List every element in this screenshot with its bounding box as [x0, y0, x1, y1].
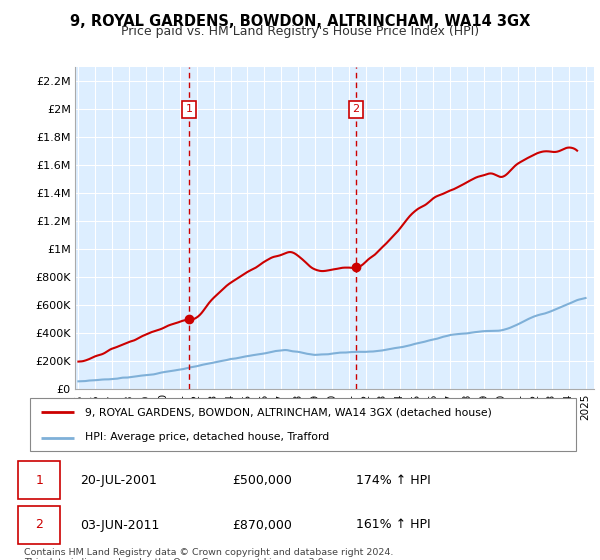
Text: 03-JUN-2011: 03-JUN-2011	[80, 519, 160, 531]
Text: 2: 2	[35, 519, 43, 531]
Text: Price paid vs. HM Land Registry's House Price Index (HPI): Price paid vs. HM Land Registry's House …	[121, 25, 479, 38]
Text: £500,000: £500,000	[232, 474, 292, 487]
Bar	[18, 506, 60, 544]
Text: 9, ROYAL GARDENS, BOWDON, ALTRINCHAM, WA14 3GX (detached house): 9, ROYAL GARDENS, BOWDON, ALTRINCHAM, WA…	[85, 408, 491, 418]
Text: 174% ↑ HPI: 174% ↑ HPI	[356, 474, 431, 487]
Text: 2: 2	[352, 104, 359, 114]
Text: £870,000: £870,000	[232, 519, 292, 531]
Text: 1: 1	[35, 474, 43, 487]
Text: 161% ↑ HPI: 161% ↑ HPI	[356, 519, 431, 531]
Text: 9, ROYAL GARDENS, BOWDON, ALTRINCHAM, WA14 3GX: 9, ROYAL GARDENS, BOWDON, ALTRINCHAM, WA…	[70, 14, 530, 29]
Bar	[18, 461, 60, 499]
Text: Contains HM Land Registry data © Crown copyright and database right 2024.
This d: Contains HM Land Registry data © Crown c…	[24, 548, 394, 560]
Text: 20-JUL-2001: 20-JUL-2001	[80, 474, 157, 487]
Text: HPI: Average price, detached house, Trafford: HPI: Average price, detached house, Traf…	[85, 432, 329, 442]
Text: 1: 1	[185, 104, 193, 114]
